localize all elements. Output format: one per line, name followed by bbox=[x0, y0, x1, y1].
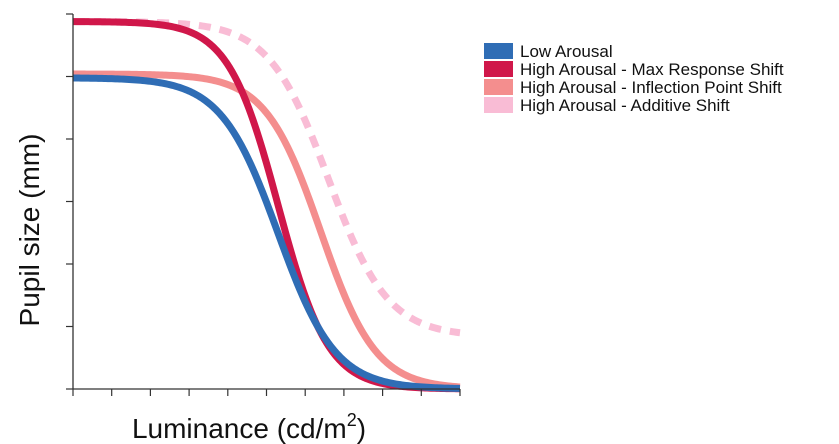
x-axis-label: Luminance (cd/m2) bbox=[132, 410, 366, 444]
series-line-2 bbox=[71, 70, 462, 391]
legend-swatch-1 bbox=[484, 61, 513, 77]
axes bbox=[66, 13, 461, 396]
legend-swatch-0 bbox=[484, 43, 513, 59]
x-axis-label-tail: ) bbox=[357, 413, 366, 444]
x-axis-label-superscript: 2 bbox=[347, 410, 357, 430]
legend-swatch-2 bbox=[484, 79, 513, 95]
x-axis-label-base: Luminance (cd/m bbox=[132, 413, 347, 444]
x-ticks bbox=[72, 389, 461, 396]
y-ticks bbox=[66, 13, 73, 390]
y-axis-label: Pupil size (mm) bbox=[14, 134, 45, 327]
series-line-3 bbox=[71, 18, 462, 337]
legend-label-3: High Arousal - Additive Shift bbox=[520, 96, 730, 115]
legend-label-2: High Arousal - Inflection Point Shift bbox=[520, 78, 782, 97]
legend-label-0: Low Arousal bbox=[520, 42, 613, 61]
series-line-0 bbox=[71, 74, 462, 392]
legend-swatch-3 bbox=[484, 97, 513, 113]
legend-label-1: High Arousal - Max Response Shift bbox=[520, 60, 784, 79]
plot-curves bbox=[71, 18, 462, 393]
